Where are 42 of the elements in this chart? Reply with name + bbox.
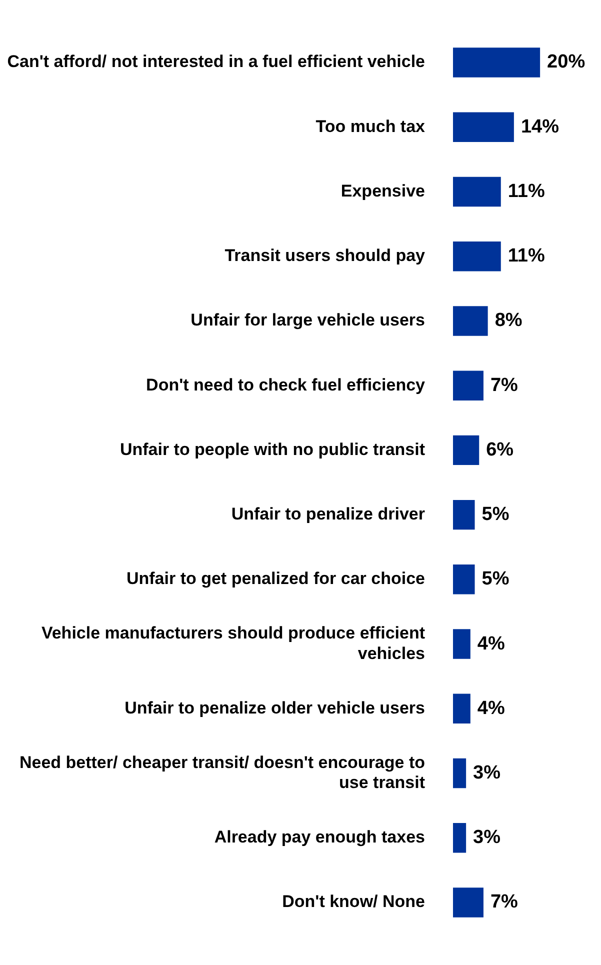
- y-tick-label: Transit users should pay: [224, 246, 426, 266]
- bar: [453, 370, 484, 400]
- bar: [453, 112, 514, 142]
- y-tick-label: Need better/ cheaper transit/ doesn't encourage to use transit: [19, 752, 426, 792]
- data-label: 20%: [547, 52, 586, 73]
- data-label: 5%: [482, 504, 510, 526]
- bar: [453, 241, 501, 272]
- y-tick-label: Vehicle manufacturers should produce efficient vehicles: [41, 624, 426, 663]
- y-tick-label: Don't need to check fuel efficiency: [146, 375, 426, 394]
- data-label: 6%: [486, 439, 514, 460]
- y-tick-label: Can't afford/ not interested in a fuel efficient vehicle: [7, 52, 425, 72]
- y-tick-label: Too much tax: [316, 116, 426, 136]
- y-tick-label: Unfair for large vehicle users: [190, 310, 425, 330]
- data-label: 5%: [482, 568, 510, 590]
- y-tick-label: Unfair to penalize older vehicle users: [124, 698, 425, 718]
- data-label: 3%: [473, 762, 501, 784]
- data-label: 3%: [473, 827, 501, 848]
- bar: [453, 758, 466, 788]
- bar: [453, 823, 466, 853]
- data-label: 4%: [477, 633, 505, 654]
- bar: [453, 500, 475, 530]
- y-tick-label: Don't know/ None: [282, 892, 425, 912]
- y-tick-label: Expensive: [340, 181, 425, 200]
- data-label: 7%: [490, 892, 518, 913]
- bar: [453, 435, 480, 466]
- data-label: 11%: [508, 246, 545, 267]
- data-label: 14%: [520, 116, 560, 138]
- bar: [453, 176, 501, 207]
- bar: [453, 694, 470, 724]
- bar: [453, 888, 484, 918]
- y-tick-label: Unfair to get penalized for car choice: [126, 569, 425, 588]
- bar: [453, 306, 488, 336]
- data-label: 7%: [490, 374, 518, 396]
- bar: [453, 48, 540, 78]
- data-label: 11%: [508, 180, 545, 202]
- y-tick-label: Unfair to penalize driver: [231, 504, 426, 524]
- y-tick-label: Unfair to people with no public transit: [120, 440, 426, 459]
- y-tick-label: Already pay enough taxes: [214, 828, 425, 847]
- bar: [453, 564, 475, 594]
- data-label: 4%: [477, 698, 505, 719]
- bar: [453, 629, 470, 659]
- data-label: 8%: [494, 310, 522, 332]
